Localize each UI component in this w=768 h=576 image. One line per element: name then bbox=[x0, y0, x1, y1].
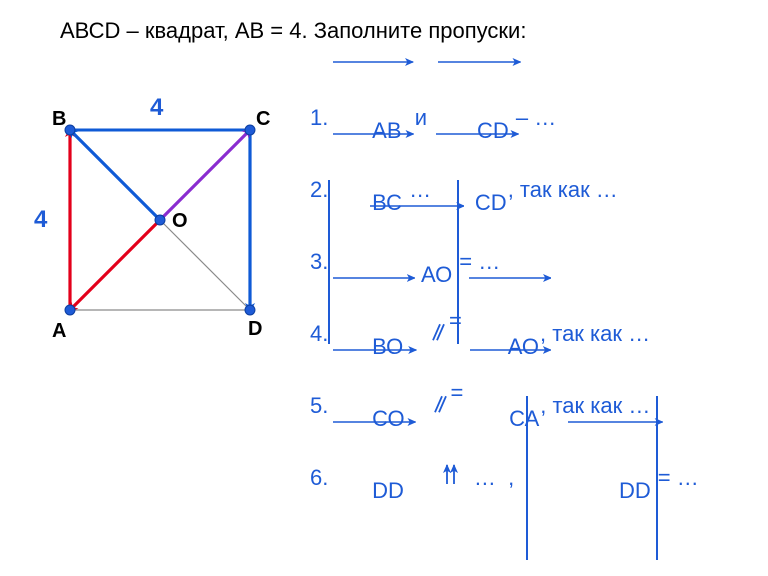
q4-tail: , так как … bbox=[540, 321, 650, 347]
q6-mag-DD: DD bbox=[526, 400, 657, 556]
point-B bbox=[65, 125, 75, 135]
label-C: С bbox=[256, 108, 270, 131]
q1-tail: – … bbox=[510, 105, 556, 131]
point-A bbox=[65, 305, 75, 315]
point-O bbox=[155, 215, 165, 225]
point-C bbox=[245, 125, 255, 135]
q5-num: 5. bbox=[310, 393, 334, 419]
q6-num: 6. bbox=[310, 465, 334, 491]
side-length-left: 4 bbox=[34, 206, 47, 234]
side-length-top: 4 bbox=[150, 94, 163, 122]
question-list: 1. АВ и СD – … 2. ВС … СD , так как … 3. bbox=[310, 82, 750, 514]
label-A: А bbox=[52, 320, 66, 343]
point-D bbox=[245, 305, 255, 315]
q3-num: 3. bbox=[310, 249, 328, 275]
label-D: D bbox=[248, 318, 262, 341]
q4-num: 4. bbox=[310, 321, 334, 347]
q6-mid: … , bbox=[462, 465, 527, 491]
q6-vec-DD-1: DD bbox=[334, 426, 404, 530]
q3-tail: = … bbox=[459, 249, 500, 275]
q1-mid: и bbox=[403, 105, 440, 131]
q6-tail: = … bbox=[658, 465, 699, 491]
label-O: O bbox=[172, 210, 188, 233]
question-6: 6. DD … , DD = … bbox=[310, 442, 750, 514]
q1-num: 1. bbox=[310, 105, 334, 131]
q2-tail: , так как … bbox=[508, 177, 618, 203]
label-B: В bbox=[52, 108, 66, 131]
collinear-icon bbox=[403, 436, 460, 520]
